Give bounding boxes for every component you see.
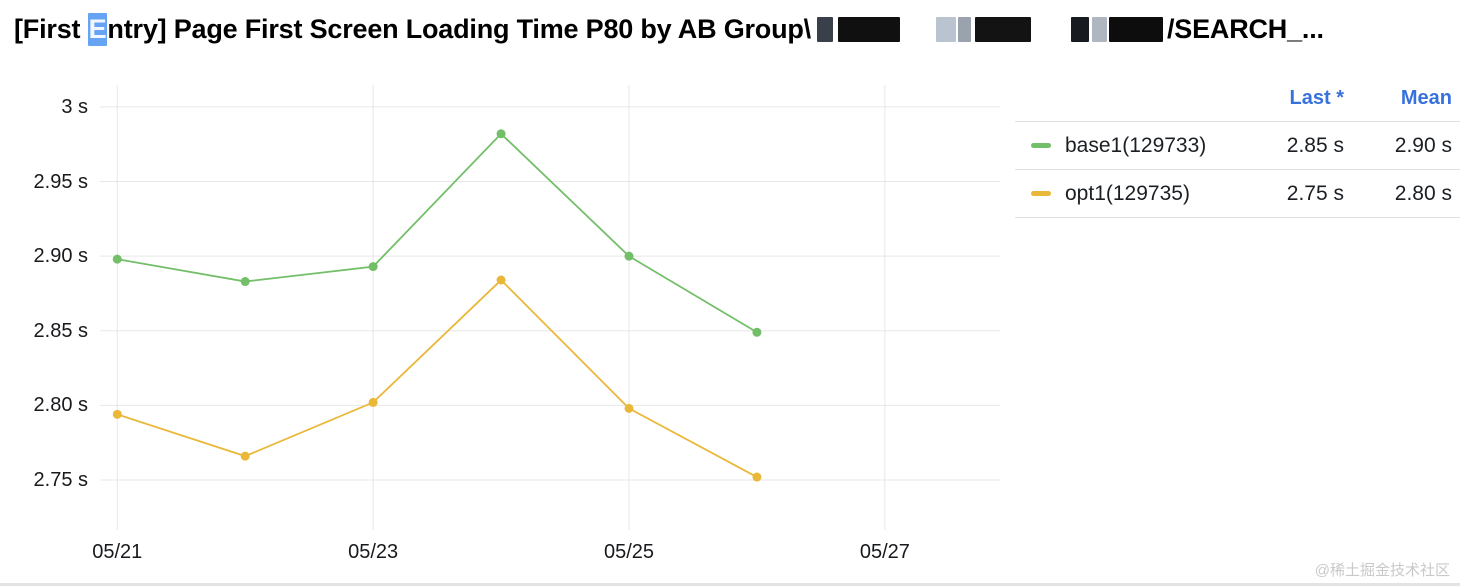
legend-sort-mean[interactable]: Mean	[1400, 87, 1452, 109]
legend-sort-last[interactable]: Last *	[1289, 87, 1344, 109]
series-color-swatch	[1031, 143, 1051, 148]
y-axis-tick-label: 3 s	[61, 95, 88, 118]
x-axis-tick-label: 05/27	[859, 541, 910, 563]
title-text-suffix: /SEARCH_...	[1166, 13, 1324, 44]
series-color-swatch	[1031, 191, 1051, 196]
redacted-text-block	[957, 16, 971, 42]
series-name[interactable]: base1(129733)	[1065, 133, 1207, 157]
panel-bottom-edge	[0, 583, 1460, 586]
redacted-text-block	[1070, 16, 1089, 42]
y-axis-tick-label: 2.75 s	[33, 469, 88, 491]
series-name[interactable]: opt1(129735)	[1065, 181, 1190, 205]
redacted-text-block	[837, 16, 900, 42]
redacted-text-block	[1091, 16, 1107, 42]
legend-rows: base1(129733) 2.85 s 2.90 s opt1(129735) 2.7…	[1015, 122, 1460, 218]
legend-row[interactable]: base1(129733) 2.85 s 2.90 s	[1015, 122, 1460, 170]
redacted-text-block	[974, 16, 1031, 42]
y-axis-tick-label: 2.90 s	[33, 245, 88, 268]
x-axis-tick-label: 05/23	[348, 541, 399, 563]
x-axis-tick-label: 05/25	[603, 541, 655, 563]
legend-row[interactable]: opt1(129735) 2.75 s 2.80 s	[1015, 170, 1460, 218]
y-axis-tick-label: 2.80 s	[33, 394, 88, 417]
title-highlighted-char: E	[87, 12, 108, 46]
watermark: @稀土掘金技术社区	[1314, 562, 1450, 579]
title-text-mid: ntry] Page First Screen Loading Time P80…	[107, 13, 811, 44]
redacted-text-block	[1108, 16, 1163, 42]
legend-table: Last * Mean base1(129733) 2.85 s 2.90 s opt…	[1015, 76, 1460, 218]
redacted-text-block	[935, 16, 956, 42]
y-axis-tick-label: 2.95 s	[33, 170, 88, 193]
series-mean-value: 2.80 s	[1394, 181, 1452, 205]
series-last-value: 2.85 s	[1286, 133, 1344, 157]
legend-header: Last * Mean	[1015, 76, 1460, 122]
redacted-text-block	[816, 16, 833, 42]
time-series-chart[interactable]: 3 s 2.95 s 2.90 s 2.85 s 2.80 s 2.75 s 05/21 0…	[0, 55, 1015, 586]
title-redactions	[811, 16, 1163, 42]
y-axis-tick-label: 2.85 s	[33, 319, 88, 342]
x-axis-tick-label: 05/21	[92, 541, 143, 563]
series-mean-value: 2.90 s	[1394, 133, 1452, 157]
chart-plot[interactable]	[0, 55, 1015, 586]
series-last-value: 2.75 s	[1286, 181, 1344, 205]
title-text-prefix: [First	[14, 13, 88, 44]
